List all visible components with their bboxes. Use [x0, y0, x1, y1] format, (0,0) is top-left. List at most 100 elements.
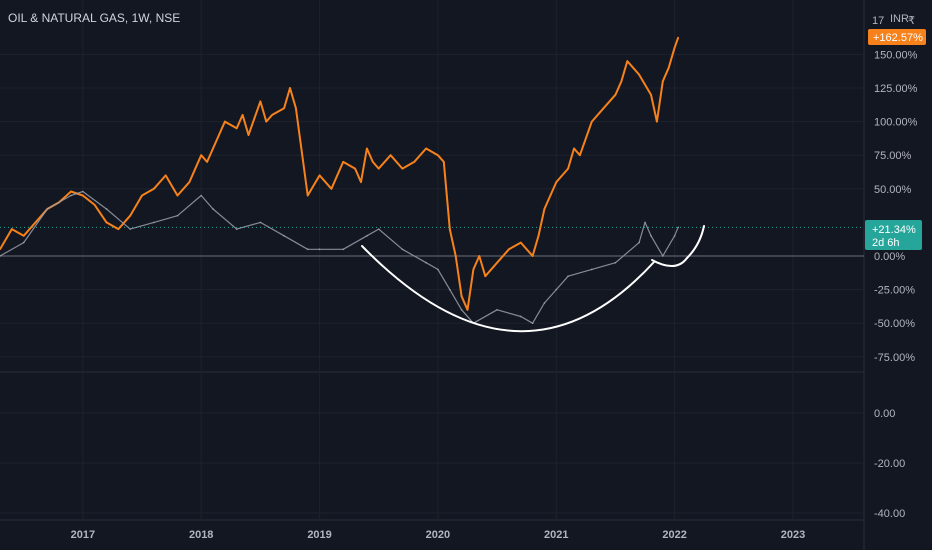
- data-point: [448, 288, 451, 291]
- data-point: [626, 60, 629, 62]
- data-point: [176, 214, 179, 217]
- data-point: [496, 308, 498, 311]
- x-tick-label: 2021: [544, 529, 568, 541]
- data-point: [117, 228, 120, 230]
- x-tick-label: 2022: [662, 529, 686, 541]
- badge-label: +21.34%: [872, 224, 916, 236]
- data-point: [673, 235, 676, 237]
- data-point: [206, 161, 208, 163]
- data-point: [567, 275, 569, 277]
- data-point: [590, 268, 593, 271]
- data-point: [306, 194, 309, 197]
- data-point: [508, 248, 510, 251]
- data-point: [0, 248, 1, 251]
- data-point: [573, 147, 575, 150]
- data-point: [283, 107, 285, 109]
- lower-y-tick-label: -20.00: [874, 458, 905, 470]
- data-point: [401, 167, 404, 170]
- data-point: [366, 235, 368, 237]
- data-point: [129, 228, 131, 230]
- data-point: [650, 235, 652, 237]
- data-point: [644, 221, 646, 224]
- data-point: [200, 154, 203, 156]
- y-tick-label: 125.00%: [874, 83, 918, 95]
- data-point: [602, 107, 605, 109]
- data-point: [306, 248, 309, 251]
- data-point: [377, 167, 380, 170]
- data-point: [34, 221, 37, 224]
- data-point: [22, 235, 25, 237]
- data-point: [259, 221, 262, 224]
- x-tick-label: 2023: [781, 529, 805, 541]
- data-point: [425, 261, 427, 264]
- data-point: [614, 93, 617, 96]
- data-point: [389, 154, 392, 156]
- data-point: [638, 241, 640, 244]
- series-layer: [0, 36, 680, 325]
- time-axis[interactable]: 2017 2018 2019 2020 2021 2022 2023: [71, 529, 806, 541]
- data-point: [437, 268, 439, 271]
- data-point: [567, 167, 569, 170]
- data-point: [224, 120, 226, 123]
- data-point: [259, 100, 262, 103]
- data-point: [537, 235, 540, 237]
- data-point: [425, 147, 427, 150]
- badge-background: [868, 29, 926, 45]
- main-y-axis[interactable]: 150.00% 125.00% 100.00% 75.00% 50.00% 0.00% -2…: [874, 49, 918, 363]
- data-point: [656, 120, 658, 123]
- data-point: [342, 248, 345, 251]
- data-point: [531, 322, 534, 325]
- data-point: [176, 194, 179, 197]
- handle-curve[interactable]: [651, 257, 688, 267]
- data-point: [531, 255, 534, 257]
- cup-and-handle-curve[interactable]: [361, 245, 655, 333]
- data-point: [555, 181, 558, 183]
- data-point: [590, 120, 593, 123]
- data-point: [677, 36, 679, 39]
- currency-label[interactable]: INR: [890, 13, 909, 25]
- data-point: [235, 127, 238, 130]
- data-point: [443, 161, 445, 163]
- data-point: [164, 174, 167, 177]
- data-point: [200, 194, 203, 197]
- y-tick-label: -25.00%: [874, 285, 915, 297]
- countdown-label: 2d 6h: [872, 237, 900, 249]
- data-point: [271, 114, 274, 116]
- data-point: [650, 93, 652, 96]
- data-point: [460, 295, 463, 298]
- data-point: [437, 154, 439, 156]
- y-tick-label: 50.00%: [874, 184, 912, 196]
- data-point: [318, 174, 321, 177]
- data-point: [212, 208, 214, 210]
- last-value-badge-orange: +162.57%: [868, 29, 926, 45]
- data-point: [673, 46, 676, 49]
- breakout-curve[interactable]: [686, 225, 705, 259]
- data-point: [105, 208, 108, 210]
- lower-y-tick-label: 0.00: [874, 408, 895, 420]
- data-point: [93, 204, 96, 206]
- data-point: [661, 255, 664, 257]
- data-point: [496, 261, 498, 264]
- data-point: [401, 248, 404, 251]
- lower-y-axis[interactable]: 0.00 -20.00 -40.00: [874, 408, 905, 520]
- data-point: [354, 167, 356, 170]
- x-tick-label: 2019: [307, 529, 331, 541]
- data-point: [342, 161, 345, 163]
- x-tick-label: 2020: [426, 529, 450, 541]
- y-tick-label: -75.00%: [874, 352, 915, 364]
- data-point: [153, 188, 155, 190]
- data-point: [478, 255, 481, 257]
- lower-y-tick-label: -40.00: [874, 508, 905, 520]
- data-point: [283, 235, 285, 237]
- data-point: [661, 80, 664, 83]
- data-point: [241, 114, 244, 116]
- data-point: [472, 268, 475, 271]
- data-point: [46, 208, 49, 210]
- y-tick-label: -50.00%: [874, 318, 915, 330]
- x-tick-label: 2017: [71, 529, 95, 541]
- badge-background: [865, 220, 922, 250]
- data-point: [82, 194, 84, 197]
